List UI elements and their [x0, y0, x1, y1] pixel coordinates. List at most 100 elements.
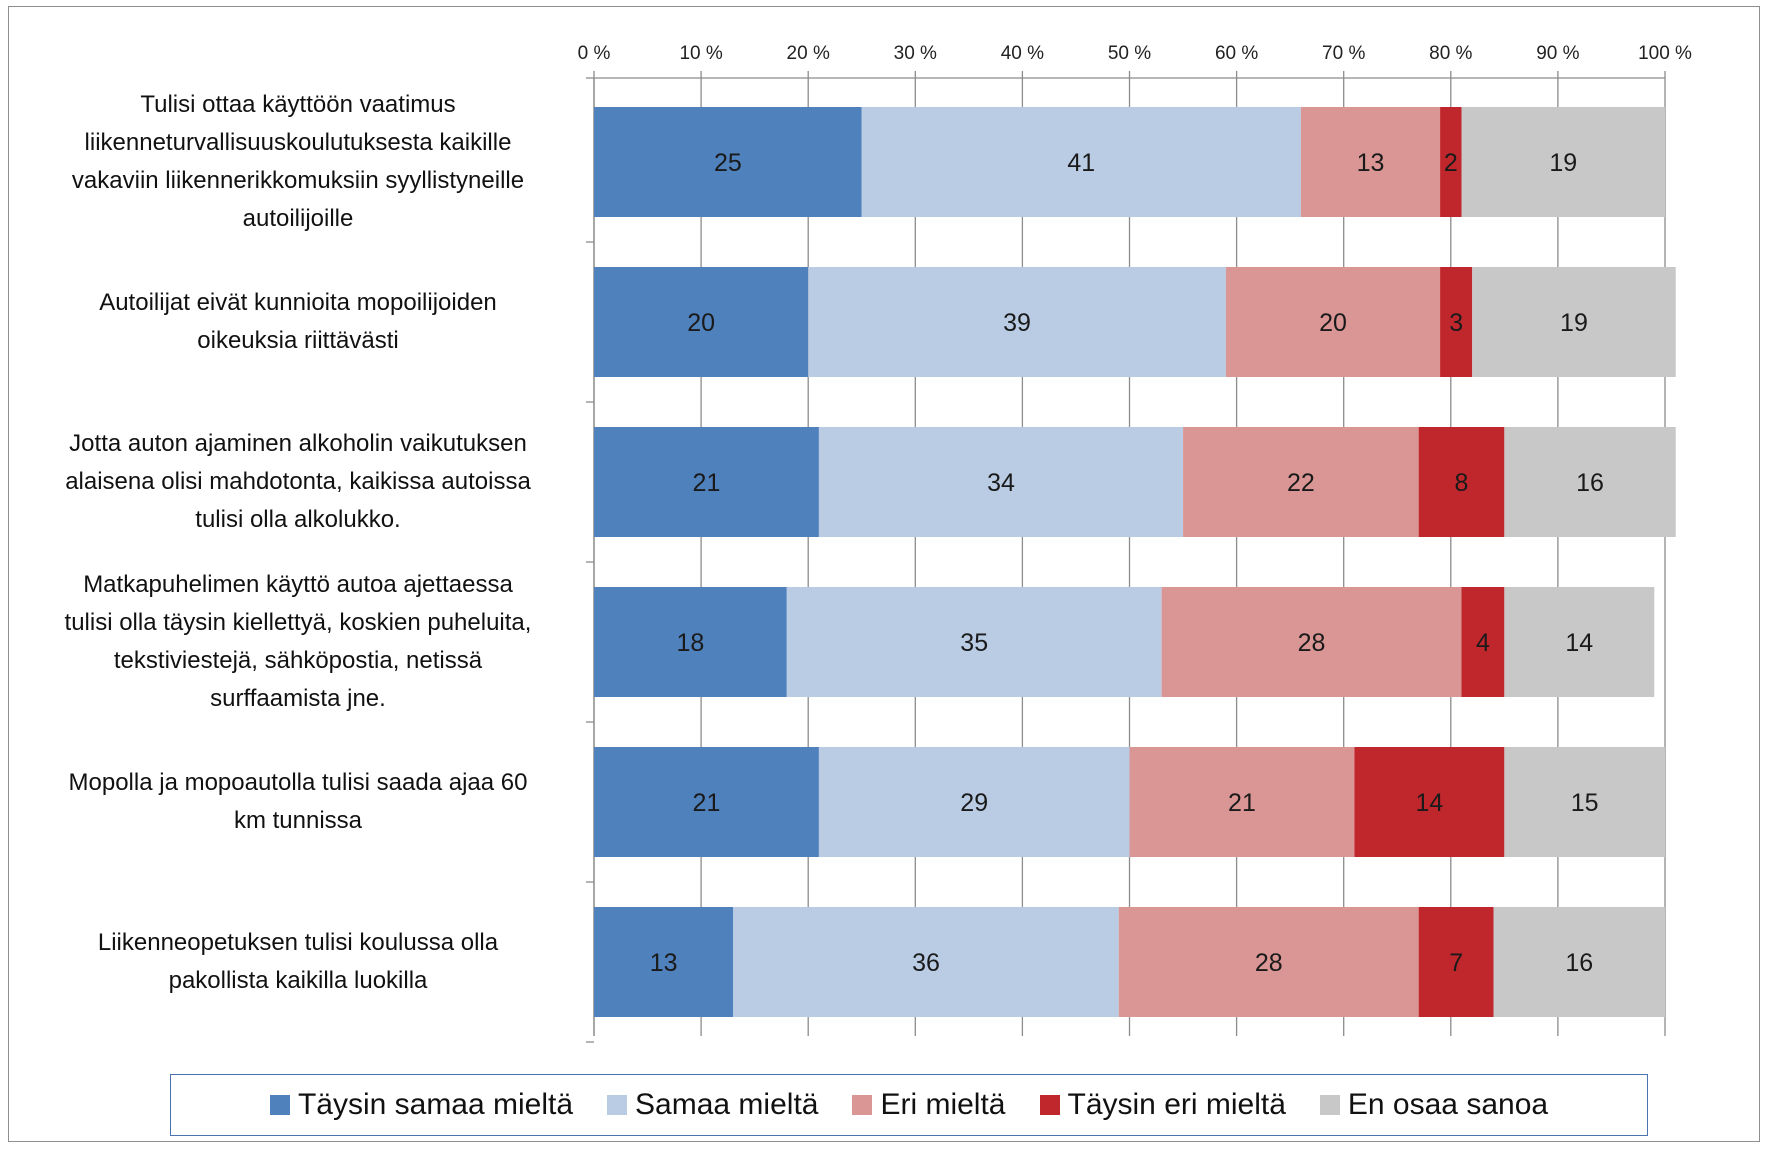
category-label-line: liikenneturvallisuuskoulutuksesta kaikil…: [84, 129, 512, 156]
category-label: Tulisi ottaa käyttöön vaatimus liikennetu…: [18, 86, 578, 238]
bar-segment: [1354, 747, 1505, 857]
category-label-line: vakaviin liikennerikkomuksiin syyllistyn…: [71, 167, 525, 194]
data-label: 22: [1287, 469, 1315, 497]
bar-segment: [1461, 107, 1665, 217]
bar-segment: [1129, 747, 1355, 857]
category-label-line: autoilijoille: [242, 205, 354, 232]
bar-segment: [594, 747, 819, 857]
legend-swatch: [852, 1095, 873, 1115]
category-label: Jotta auton ajaminen alkoholin vaikutuks…: [18, 425, 578, 539]
bar-segment: [1504, 747, 1665, 857]
category-label-line: Tulisi ottaa käyttöön vaatimus: [140, 91, 456, 118]
bar-segment: [1493, 907, 1665, 1017]
bar-segment: [786, 587, 1162, 697]
data-label: 19: [1549, 149, 1577, 177]
bar-segment: [1461, 587, 1505, 697]
data-label: 34: [987, 469, 1015, 497]
category-label-line: tekstiviestejä, sähköpostia, netissä: [113, 647, 483, 674]
category-label: Liikenneopetuksen tulisi koulussa olla pa…: [18, 924, 578, 1000]
data-label: 8: [1455, 469, 1469, 497]
category-label: Matkapuhelimen käyttö autoa ajettaessa tu…: [18, 566, 578, 718]
x-tick-label: 0 %: [578, 43, 611, 64]
bar-segment: [861, 107, 1301, 217]
x-tick-label: 10 %: [679, 43, 722, 64]
data-label: 39: [1003, 309, 1031, 337]
data-label: 21: [1228, 789, 1256, 817]
bar-segment: [1161, 587, 1462, 697]
legend-item: Eri mieltä: [852, 1088, 1006, 1122]
x-tick-label: 100 %: [1638, 43, 1692, 64]
x-tick-label: 90 %: [1536, 43, 1579, 64]
legend-item: Täysin eri mieltä: [1039, 1088, 1286, 1122]
data-label: 3: [1449, 309, 1463, 337]
data-label: 13: [1357, 149, 1385, 177]
data-label: 21: [693, 469, 721, 497]
category-label-line: km tunnissa: [233, 807, 363, 834]
category-label-line: Liikenneopetuksen tulisi koulussa olla: [97, 929, 499, 956]
legend-swatch: [607, 1095, 628, 1115]
x-tick-label: 50 %: [1108, 43, 1151, 64]
category-label-line: Matkapuhelimen käyttö autoa ajettaessa: [83, 571, 513, 598]
legend-label: Samaa mieltä: [635, 1088, 819, 1121]
data-label: 21: [693, 789, 721, 817]
data-label: 13: [650, 949, 678, 977]
legend-label: Täysin eri mieltä: [1067, 1088, 1286, 1121]
bar-segment: [594, 267, 809, 377]
legend-label: Eri mieltä: [880, 1088, 1006, 1121]
data-label: 16: [1576, 469, 1604, 497]
bar-segment: [1183, 427, 1419, 537]
bar-segment: [1440, 107, 1462, 217]
data-label: 7: [1449, 949, 1463, 977]
bar-segment: [1504, 427, 1676, 537]
data-label: 4: [1476, 629, 1490, 657]
x-tick-label: 20 %: [787, 43, 830, 64]
category-label-line: Mopolla ja mopoautolla tulisi saada ajaa…: [68, 769, 528, 796]
bar-segment: [1440, 267, 1473, 377]
legend-swatch: [269, 1095, 290, 1115]
data-label: 28: [1255, 949, 1283, 977]
bar-segment: [1472, 267, 1676, 377]
data-label: 20: [1319, 309, 1347, 337]
legend: Täysin samaa mieltä Samaa mieltä Eri mielt…: [170, 1074, 1648, 1136]
bar-segment: [594, 907, 734, 1017]
data-label: 16: [1565, 949, 1593, 977]
category-label-line: Autoilijat eivät kunnioita mopoilijoiden: [99, 289, 497, 316]
data-label: 29: [960, 789, 988, 817]
category-label-line: Jotta auton ajaminen alkoholin vaikutuks…: [69, 430, 527, 457]
legend-swatch: [1319, 1095, 1340, 1115]
bar-segment: [1418, 907, 1494, 1017]
bar-segment: [818, 427, 1184, 537]
data-label: 20: [687, 309, 715, 337]
data-label: 41: [1067, 149, 1095, 177]
bar-segment: [1418, 427, 1505, 537]
data-label: 15: [1571, 789, 1599, 817]
data-label: 35: [960, 629, 988, 657]
bar-segment: [818, 747, 1130, 857]
bar-segment: [594, 107, 862, 217]
category-label-line: alaisena olisi mahdotonta, kaikissa auto…: [65, 468, 531, 495]
category-label-line: tulisi olla täysin kiellettyä, koskien p…: [64, 609, 532, 636]
data-label: 19: [1560, 309, 1588, 337]
data-label: 25: [714, 149, 742, 177]
x-tick-label: 80 %: [1429, 43, 1472, 64]
category-label-line: oikeuksia riittävästi: [197, 327, 399, 354]
bar-segment: [1504, 587, 1655, 697]
bar-segment: [808, 267, 1226, 377]
category-label: Mopolla ja mopoautolla tulisi saada ajaa…: [18, 764, 578, 840]
legend-item: Samaa mieltä: [607, 1088, 818, 1122]
bar-segment: [594, 427, 819, 537]
data-label: 14: [1565, 629, 1593, 657]
bar-segment: [1300, 107, 1441, 217]
data-label: 36: [912, 949, 940, 977]
x-tick-label: 60 %: [1215, 43, 1258, 64]
data-label: 18: [676, 629, 704, 657]
bar-segment: [594, 587, 787, 697]
bar-segment: [1225, 267, 1441, 377]
bar-segment: [1118, 907, 1419, 1017]
x-tick-label: 40 %: [1001, 43, 1044, 64]
category-label-line: tulisi olla alkolukko.: [195, 506, 401, 533]
legend-item: Täysin samaa mieltä: [269, 1088, 573, 1122]
data-label: 14: [1415, 789, 1443, 817]
legend-label: En osaa sanoa: [1347, 1088, 1549, 1121]
bar-segment: [733, 907, 1119, 1017]
